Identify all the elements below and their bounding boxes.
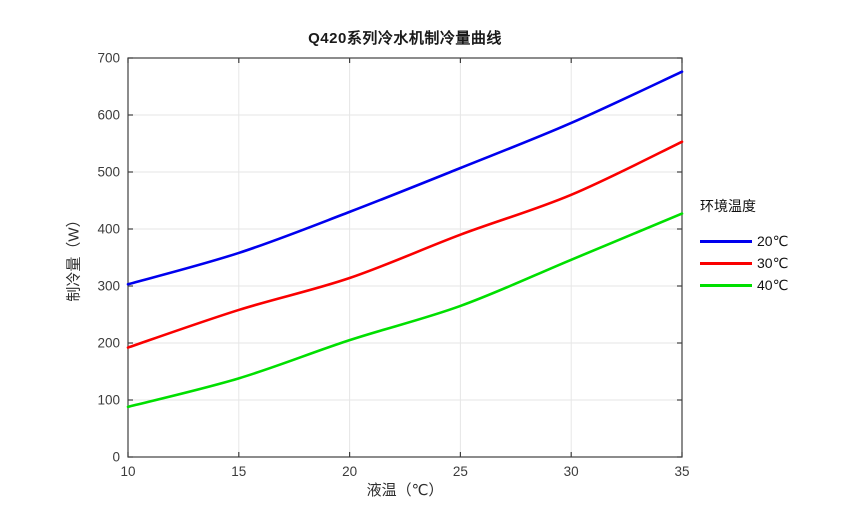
- legend-line-swatch: [700, 283, 752, 287]
- legend-entry-label: 20℃: [757, 232, 789, 249]
- y-tick-label: 700: [97, 51, 120, 66]
- x-axis-label: 液温（℃）: [366, 482, 444, 499]
- legend-entry-label: 40℃: [757, 276, 789, 293]
- legend-line-swatch: [700, 261, 752, 265]
- y-tick-label: 200: [97, 336, 120, 351]
- x-tick-label: 25: [453, 464, 468, 479]
- y-tick-label: 100: [97, 393, 120, 408]
- x-tick-label: 10: [120, 464, 135, 479]
- legend-entry-label: 30℃: [757, 254, 789, 271]
- series-line-20℃: [126, 70, 684, 286]
- series-line-40℃: [126, 212, 684, 409]
- x-tick-label: 30: [564, 464, 579, 479]
- chart-title: Q420系列冷水机制冷量曲线: [308, 30, 502, 47]
- series-line-30℃: [126, 140, 684, 349]
- x-tick-label: 20: [342, 464, 357, 479]
- y-tick-label: 400: [97, 222, 120, 237]
- y-tick-label: 0: [112, 450, 120, 465]
- legend-entry-20℃: 20℃: [700, 230, 788, 252]
- axes-box: [127, 57, 683, 458]
- legend-entries: 20℃ 30℃ 40℃: [700, 230, 788, 296]
- x-tick-label: 15: [231, 464, 246, 479]
- y-axis-label: 制冷量（W）: [65, 212, 83, 302]
- x-tick-label: 35: [674, 464, 689, 479]
- legend-title: 环境温度: [700, 198, 756, 214]
- y-tick-label: 600: [97, 108, 120, 123]
- legend-line-swatch: [700, 239, 752, 243]
- legend: 环境温度 20℃ 30℃ 40℃: [700, 196, 788, 296]
- legend-entry-30℃: 30℃: [700, 252, 788, 274]
- legend-entry-40℃: 40℃: [700, 274, 788, 296]
- y-tick-label: 300: [97, 279, 120, 294]
- y-tick-label: 500: [97, 165, 120, 180]
